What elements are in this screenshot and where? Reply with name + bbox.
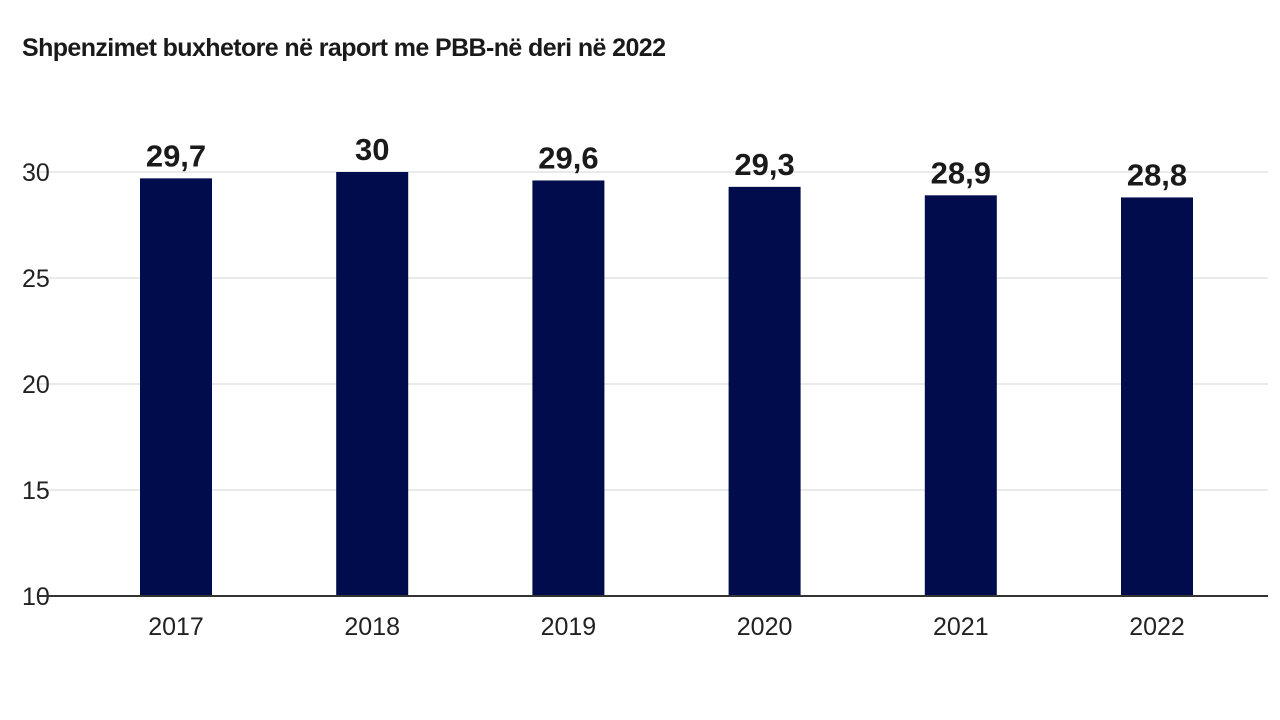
bar — [1121, 197, 1193, 596]
y-tick-label: 25 — [22, 265, 50, 293]
data-label: 28,8 — [1127, 157, 1187, 192]
bar — [532, 180, 605, 597]
x-tick-label: 2017 — [148, 613, 204, 641]
bar — [924, 195, 997, 596]
data-label: 29,3 — [734, 147, 794, 182]
gridlines — [38, 171, 1268, 491]
y-tick-label: 15 — [22, 477, 50, 505]
data-label: 28,9 — [931, 155, 991, 190]
x-tick-label: 2022 — [1129, 613, 1185, 641]
x-tick-label: 2021 — [933, 613, 989, 641]
y-tick-label: 30 — [22, 159, 50, 187]
x-tick-label: 2018 — [344, 613, 400, 641]
y-tick-label: 20 — [22, 371, 50, 399]
bar — [336, 172, 409, 596]
x-tick-label: 2019 — [541, 613, 597, 641]
chart-title: Shpenzimet buxhetore në raport me PBB-në… — [22, 34, 666, 62]
data-label: 30 — [355, 132, 389, 167]
data-label: 29,6 — [538, 140, 598, 175]
bar — [728, 186, 801, 596]
data-label: 29,7 — [146, 138, 206, 173]
bars — [140, 172, 1193, 597]
bar — [140, 178, 212, 597]
value-labels: 29,7 30 29,6 29,3 28,9 28,8 — [146, 132, 1187, 192]
x-tick-label: 2020 — [737, 613, 793, 641]
